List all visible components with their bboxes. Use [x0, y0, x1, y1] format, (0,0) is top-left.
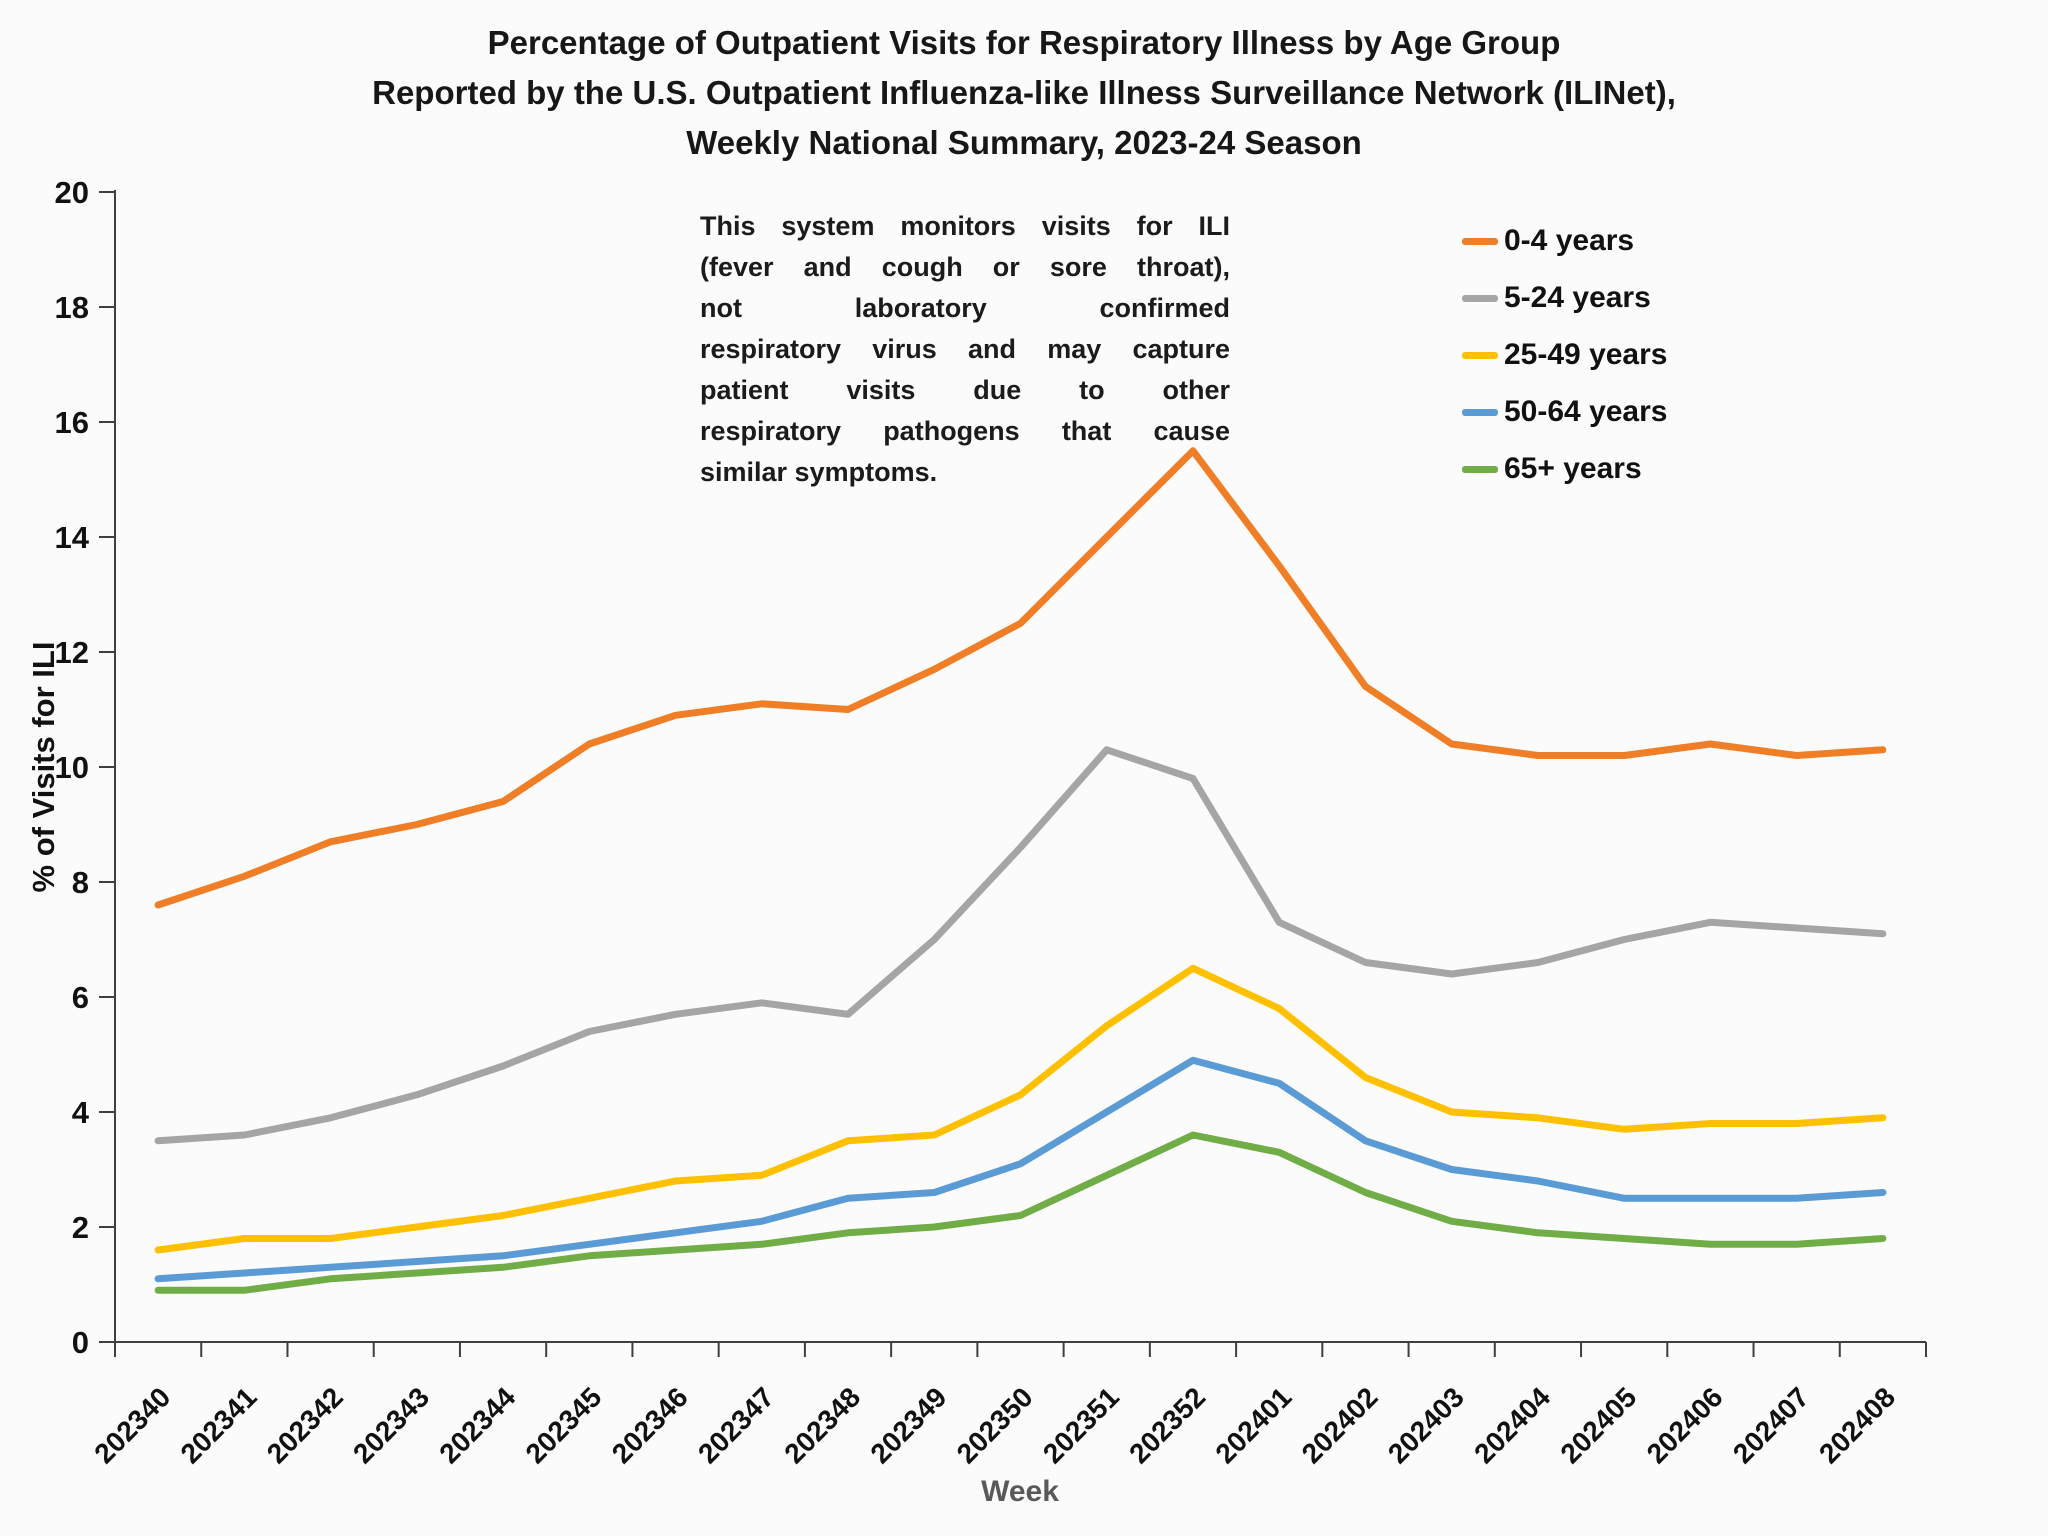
x-tick-label: 202346	[606, 1381, 694, 1469]
series-line-65-years	[154, 1131, 1887, 1294]
y-axis-ticks: 0 2 4 6 8 10 12 14 16 18 20	[55, 175, 115, 1360]
annotation-note: This system monitors visits for ILI (feve…	[700, 206, 1230, 493]
legend-label: 25-49 years	[1504, 338, 1668, 371]
legend-swatch-icon	[1462, 351, 1498, 359]
x-tick-label: 202351	[1037, 1381, 1125, 1469]
chart-title-line3: Weekly National Summary, 2023-24 Season	[686, 124, 1362, 161]
legend-label: 0-4 years	[1504, 224, 1635, 257]
y-tick-label: 20	[55, 175, 89, 210]
legend-item: 50-64 years	[1462, 395, 1667, 429]
x-tick-label: 202402	[1296, 1381, 1384, 1469]
y-tick-label: 0	[72, 1325, 89, 1360]
x-tick-label: 202406	[1641, 1381, 1729, 1469]
annotation-line: similar symptoms.	[700, 457, 938, 487]
legend: 0-4 years 5-24 years 25-49 years 50-64 year…	[1462, 224, 1667, 509]
x-tick-label: 202341	[175, 1381, 263, 1469]
annotation-line: patient visits due to other	[700, 375, 1230, 405]
x-tick-label: 202349	[865, 1381, 953, 1469]
annotation-line: not laboratory confirmed	[700, 293, 1230, 323]
y-tick-label: 8	[72, 865, 89, 900]
axes	[114, 190, 1926, 1343]
y-tick-label: 10	[55, 750, 89, 785]
annotation-line: respiratory pathogens that cause	[700, 416, 1230, 446]
y-axis-title: % of Visits for ILI	[26, 641, 61, 893]
y-tick-label: 2	[72, 1210, 89, 1245]
x-axis-labels: 2023402023412023422023432023442023452023…	[88, 1381, 1901, 1469]
x-tick-label: 202405	[1554, 1381, 1642, 1469]
x-tick-label: 202408	[1813, 1381, 1901, 1469]
x-tick-label: 202345	[520, 1381, 608, 1469]
x-tick-label: 202344	[433, 1381, 521, 1469]
x-tick-label: 202352	[1123, 1381, 1211, 1469]
legend-item: 65+ years	[1462, 452, 1667, 486]
x-tick-label: 202350	[951, 1381, 1039, 1469]
legend-item: 0-4 years	[1462, 224, 1667, 258]
x-tick-label: 202401	[1209, 1381, 1297, 1469]
legend-swatch-icon	[1462, 408, 1498, 416]
axis-lines	[114, 190, 1926, 1343]
annotation-line: This system monitors visits for ILI	[700, 211, 1230, 241]
x-tick-label: 202340	[88, 1381, 176, 1469]
legend-swatch-icon	[1462, 237, 1498, 245]
legend-label: 65+ years	[1504, 452, 1642, 485]
y-tick-label: 12	[55, 635, 89, 670]
legend-item: 25-49 years	[1462, 338, 1667, 372]
y-tick-label: 6	[72, 980, 89, 1015]
chart-title: Percentage of Outpatient Visits for Resp…	[0, 18, 2048, 168]
x-tick-label: 202348	[778, 1381, 866, 1469]
series-line-0-4-years	[154, 447, 1887, 909]
annotation-line: (fever and cough or sore throat),	[700, 252, 1230, 282]
x-tick-label: 202347	[692, 1381, 780, 1469]
x-axis-title: Week	[981, 1475, 1059, 1508]
legend-swatch-icon	[1462, 465, 1498, 473]
legend-label: 50-64 years	[1504, 395, 1668, 428]
y-tick-label: 18	[55, 290, 89, 325]
chart-title-line1: Percentage of Outpatient Visits for Resp…	[487, 24, 1561, 61]
x-axis-ticks	[114, 1342, 1927, 1357]
series-lines	[154, 447, 1887, 1294]
legend-item: 5-24 years	[1462, 281, 1667, 315]
x-tick-label: 202407	[1727, 1381, 1815, 1469]
legend-swatch-icon	[1462, 294, 1498, 302]
series-line-5-24-years	[154, 746, 1887, 1145]
x-tick-label: 202343	[347, 1381, 435, 1469]
x-tick-label: 202404	[1468, 1381, 1556, 1469]
series-line-50-64-years	[154, 1056, 1887, 1283]
y-tick-label: 16	[55, 405, 89, 440]
x-tick-label: 202403	[1382, 1381, 1470, 1469]
x-tick-label: 202342	[261, 1381, 349, 1469]
series-line-25-49-years	[154, 964, 1887, 1254]
y-tick-label: 4	[72, 1095, 90, 1130]
y-tick-label: 14	[55, 520, 90, 555]
annotation-line: respiratory virus and may capture	[700, 334, 1230, 364]
chart-title-line2: Reported by the U.S. Outpatient Influenz…	[372, 74, 1676, 111]
legend-label: 5-24 years	[1504, 281, 1651, 314]
